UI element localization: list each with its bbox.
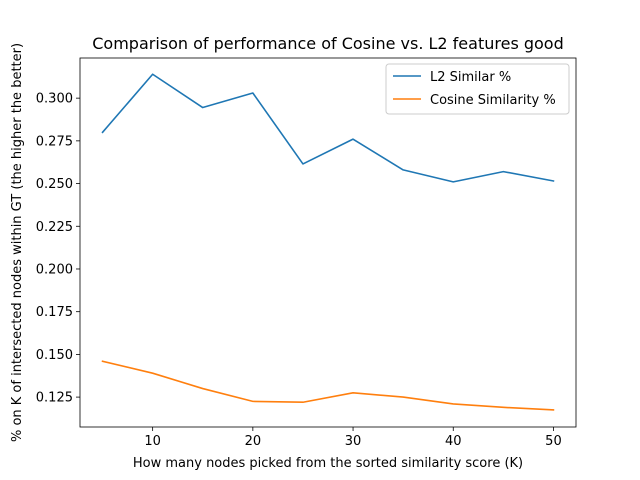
- legend: L2 Similar % Cosine Similarity %: [385, 63, 570, 115]
- plot-frame: [79, 57, 577, 428]
- x-tick-label: 40: [445, 434, 462, 449]
- y-tick-label: 0.275: [36, 134, 73, 149]
- x-tick-label: 50: [545, 434, 562, 449]
- y-axis-ticks: 0.125 0.150 0.175 0.200 0.225 0.250 0.275 0.300: [36, 92, 80, 406]
- y-tick-label: 0.225: [36, 220, 73, 235]
- legend-box: [385, 63, 570, 115]
- y-tick-label: 0.150: [36, 348, 73, 363]
- y-tick-label: 0.300: [36, 92, 73, 107]
- x-tick-label: 30: [345, 434, 362, 449]
- y-axis-label: % on K of intersected nodes within GT (t…: [10, 43, 25, 442]
- x-axis-label: How many nodes picked from the sorted si…: [133, 456, 523, 471]
- x-axis-ticks: 10 20 30 40 50: [144, 427, 562, 449]
- series-layer: [101, 73, 555, 411]
- y-tick-label: 0.250: [36, 177, 73, 192]
- series-line-0: [101, 73, 555, 183]
- chart-title: Comparison of performance of Cosine vs. …: [92, 34, 564, 53]
- series-line-1: [101, 360, 555, 411]
- legend-label-cosine: Cosine Similarity %: [430, 93, 556, 108]
- legend-label-l2: L2 Similar %: [430, 70, 511, 85]
- y-tick-label: 0.125: [36, 391, 73, 406]
- plot-area: [80, 58, 576, 427]
- y-tick-label: 0.200: [36, 262, 73, 277]
- x-tick-label: 10: [144, 434, 161, 449]
- y-tick-label: 0.175: [36, 305, 73, 320]
- x-tick-label: 20: [245, 434, 262, 449]
